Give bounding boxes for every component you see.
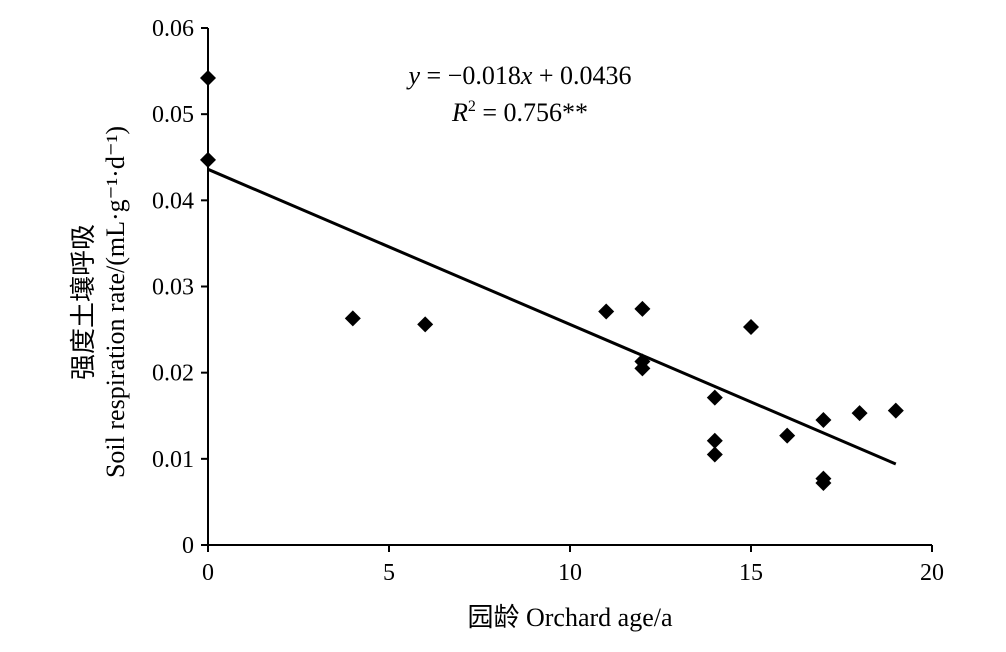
y-tick-label: 0.01 bbox=[152, 447, 194, 473]
data-point bbox=[634, 360, 651, 377]
x-tick-label: 15 bbox=[739, 560, 763, 586]
regression-line bbox=[207, 167, 897, 466]
regression-equation: y = −0.018x + 0.0436 bbox=[405, 61, 631, 90]
x-tick-label: 20 bbox=[920, 560, 944, 586]
y-tick-label: 0 bbox=[182, 533, 194, 559]
y-axis-label-cn: 强度土壤呼吸 bbox=[69, 224, 98, 380]
data-point bbox=[743, 318, 759, 335]
equation-x: x bbox=[520, 61, 533, 90]
y-tick-label: 0.05 bbox=[152, 102, 194, 128]
r2-sup: 2 bbox=[468, 98, 476, 115]
data-point bbox=[779, 427, 796, 444]
r2-value: = 0.756** bbox=[476, 98, 588, 127]
data-point bbox=[851, 405, 868, 422]
data-point bbox=[706, 432, 723, 449]
plot-area: 0 0.01 0.02 0.03 0.04 0.05 0.06 0 5 10 15 20 bbox=[152, 16, 944, 586]
y-axis-label-en: Soil respiration rate/(mL·g⁻¹·d⁻¹) bbox=[101, 126, 130, 478]
data-point bbox=[598, 303, 615, 320]
data-point bbox=[815, 474, 832, 491]
data-point bbox=[706, 446, 723, 463]
y-tick-label: 0.03 bbox=[152, 275, 194, 301]
y-tick-label: 0.04 bbox=[152, 188, 194, 214]
x-axis-label: 园龄 Orchard age/a bbox=[467, 603, 672, 632]
data-point bbox=[200, 151, 216, 168]
equation-tail: + 0.0436 bbox=[532, 61, 631, 90]
x-tick-label: 10 bbox=[558, 560, 582, 586]
x-tick-label: 5 bbox=[383, 560, 395, 586]
equation-y: y bbox=[405, 61, 420, 90]
r2-R: R bbox=[451, 98, 468, 127]
r-squared: R2 = 0.756** bbox=[451, 98, 588, 127]
data-point bbox=[887, 402, 904, 419]
data-point bbox=[634, 300, 651, 317]
data-point bbox=[706, 389, 723, 406]
y-tick-label: 0.06 bbox=[152, 16, 194, 42]
data-point bbox=[200, 69, 216, 86]
data-point bbox=[344, 310, 361, 327]
equation-rest: = −0.018 bbox=[420, 61, 521, 90]
x-tick-label: 0 bbox=[202, 560, 214, 586]
data-point bbox=[815, 412, 832, 429]
y-tick-label: 0.02 bbox=[152, 361, 194, 387]
data-point bbox=[417, 316, 434, 333]
